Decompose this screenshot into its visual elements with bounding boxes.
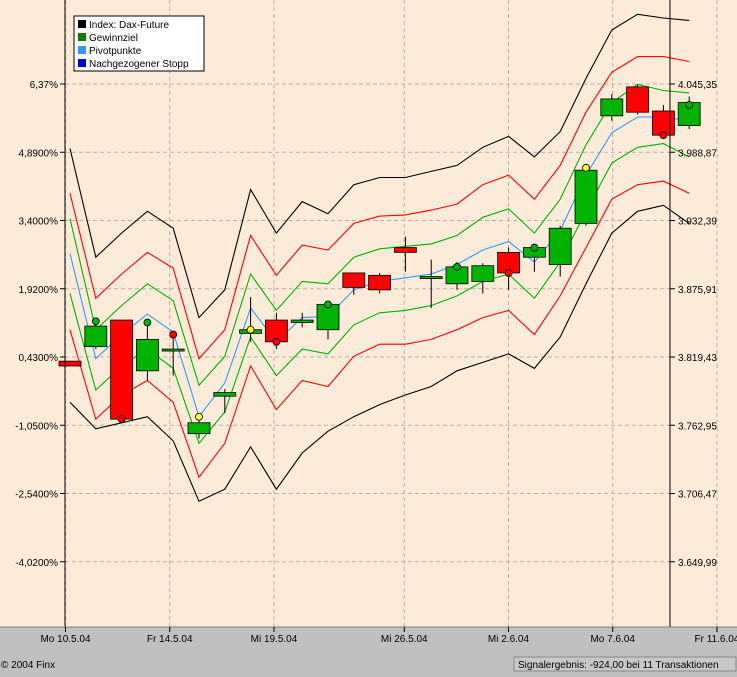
y-right-tick-label: 3.875,91 [678, 285, 717, 296]
candle-down [342, 272, 366, 288]
signal-marker [453, 262, 461, 271]
candle-up [600, 98, 624, 117]
y-right-tick-label: 3.932,39 [678, 217, 717, 228]
legend: Index: Dax-Future Gewinnziel Pivotpunkte… [73, 15, 205, 72]
candle-down [393, 247, 417, 253]
candle-up [161, 348, 185, 352]
series-line-s2 [69, 180, 690, 479]
signal-marker [530, 243, 539, 252]
signal-marker [504, 269, 513, 277]
y-right-tick-label: 3.988,87 [678, 148, 717, 159]
signal-result-text: Signalergebnis: -924,00 bei 11 Transakti… [518, 660, 719, 671]
y-left-tick-label: -1,0500% [15, 421, 58, 432]
x-tick-label: Mi 19.5.04 [251, 634, 298, 645]
candle-up [187, 422, 211, 435]
signal-marker [143, 318, 152, 327]
candle-down [368, 274, 392, 291]
candle-down [110, 319, 133, 420]
y-right-tick-label: 3.819,43 [678, 353, 717, 364]
x-tick-label: Mi 26.5.04 [381, 634, 428, 645]
candle-up [213, 392, 237, 397]
candle-up [290, 319, 314, 323]
y-right-tick-label: 3.762,95 [678, 421, 717, 432]
signal-markers [91, 101, 694, 424]
x-tick-label: Mo 7.6.04 [590, 634, 635, 645]
y-axis-left: 6,37% 4,8900% 3,4000% 1,9200% 0,4300% -1,0500… [15, 80, 65, 569]
y-left-tick-label: 6,37% [30, 80, 58, 91]
footer: © 2004 Finx Signalergebnis: -924,00 bei … [1, 656, 737, 672]
y-left-tick-label: 1,9200% [19, 285, 59, 296]
legend-box [73, 15, 205, 72]
signal-marker [246, 325, 255, 334]
y-left-tick-label: 0,4300% [19, 353, 59, 364]
candle-up [548, 227, 572, 265]
y-right-tick-label: 3.649,99 [678, 558, 717, 569]
x-axis: Mo 10.5.04 Fr 14.5.04 Mi 19.5.04 Mi 26.5.04… [40, 627, 737, 645]
series-line-gewinnziel [69, 83, 690, 387]
legend-swatch-0 [78, 20, 86, 28]
legend-swatch-2 [78, 46, 86, 54]
signal-marker [91, 317, 100, 326]
legend-swatch-1 [78, 33, 86, 41]
y-right-tick-label: 4.045,35 [678, 80, 717, 91]
candle-down [58, 360, 82, 367]
legend-label-2: Pivotpunkte [89, 46, 142, 57]
candle-up [419, 276, 443, 279]
y-left-tick-label: 4,8900% [19, 148, 59, 159]
copyright-text: © 2004 Finx [1, 660, 55, 671]
signal-marker [169, 330, 178, 339]
y-left-tick-label: -2,5400% [15, 490, 58, 501]
candle-up [574, 169, 598, 224]
legend-swatch-3 [78, 59, 86, 67]
series-line-r2 [69, 13, 690, 319]
y-left-tick-label: -4,0200% [15, 558, 58, 569]
signal-marker [582, 163, 590, 172]
x-tick-label: Fr 14.5.04 [147, 634, 193, 645]
candle-up [84, 325, 108, 348]
legend-label-3: Nachgezogener Stopp [89, 59, 189, 70]
x-tick-label: Mo 10.5.04 [40, 634, 90, 645]
signal-marker [685, 101, 694, 109]
y-right-tick-label: 3.706,47 [678, 490, 717, 501]
signal-marker [117, 415, 126, 424]
candle-up [471, 265, 495, 282]
candle-down [626, 86, 649, 113]
signal-marker [659, 131, 668, 140]
y-left-tick-label: 3,4000% [19, 217, 59, 228]
signal-result-box [513, 656, 737, 672]
legend-label-1: Gewinnziel [89, 33, 138, 44]
signal-marker [195, 412, 203, 421]
y-axis-right: 4.045,35 3.988,87 3.932,39 3.875,91 3.819,43… [670, 80, 717, 569]
x-tick-label: Mi 2.6.04 [488, 634, 530, 645]
signal-marker [272, 337, 281, 346]
series-line-s3 [69, 204, 690, 503]
grid [65, 0, 718, 627]
candle-up [135, 338, 159, 372]
legend-label-0: Index: Dax-Future [89, 20, 169, 31]
series-line-r1 [69, 56, 690, 360]
x-tick-label: Fr 11.6.04 [695, 634, 737, 645]
signal-marker [324, 300, 332, 309]
